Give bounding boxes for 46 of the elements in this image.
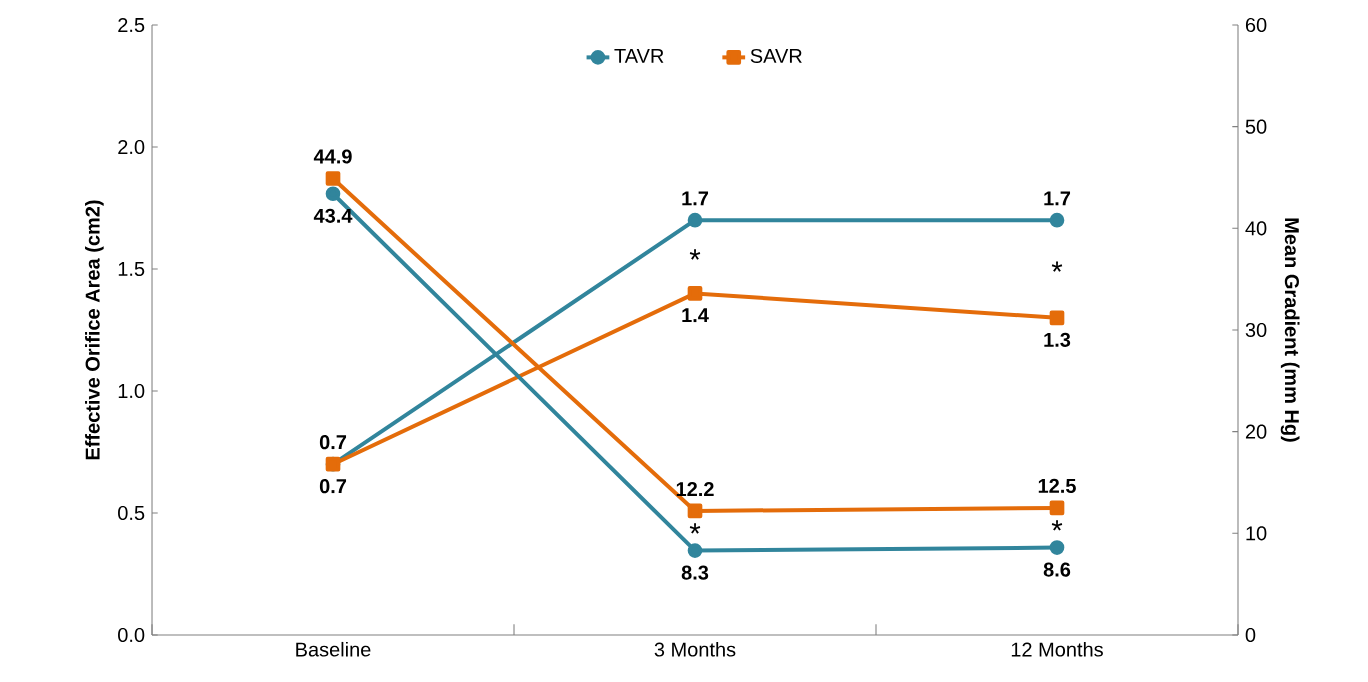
annotation: * [1051, 261, 1063, 272]
data-label: 0.7 [319, 435, 347, 450]
point [325, 186, 341, 202]
point [1049, 500, 1065, 516]
data-label: 1.4 [682, 308, 709, 323]
annotation: * [689, 523, 701, 534]
data-label: 8.3 [681, 565, 709, 580]
point [1049, 212, 1065, 228]
data-label: 12.2 [676, 482, 714, 497]
y-tick-label: 2.5 [118, 17, 145, 33]
data-label: 1.3 [1044, 332, 1071, 347]
x-tick-label: 12 Months [1011, 641, 1103, 657]
y2-tick-label: 40 [1245, 221, 1267, 236]
y2-tick-label: 0 [1245, 627, 1256, 643]
y-axis-title: Effective Orifice Area (cm2) [85, 200, 104, 460]
data-label: 8.6 [1043, 562, 1071, 577]
data-label: 1.7 [682, 191, 709, 206]
point [1049, 310, 1065, 326]
point [1049, 540, 1065, 555]
data-label: 0.7 [319, 479, 347, 494]
x-tick-label: Baseline [296, 641, 371, 657]
data-label: 44.9 [313, 149, 352, 164]
data-label: 12.5 [1038, 478, 1076, 493]
point [687, 503, 703, 519]
annotation: * [689, 249, 701, 260]
y-tick-label: 0.0 [118, 627, 145, 643]
y2-tick-label: 10 [1246, 526, 1267, 541]
point [325, 171, 341, 186]
y2-axis-title: Mean Gradient (mm Hg) [1280, 218, 1300, 442]
x-tick-label: 3 Months [654, 641, 736, 657]
y2-tick-label: 60 [1245, 17, 1267, 33]
y-tick-label: 1.0 [118, 383, 145, 399]
y2-tick-label: 30 [1245, 322, 1267, 338]
point [687, 212, 703, 228]
y-tick-label: 1.5 [118, 262, 145, 276]
point [687, 543, 703, 558]
y-tick-label: 2.0 [118, 139, 145, 155]
legend-label: SAVR [750, 48, 802, 64]
y-tick-label: 0.5 [118, 505, 145, 521]
legend-label: TAVR [614, 49, 664, 63]
data-label: 43.4 [313, 208, 353, 223]
data-label: 1.7 [1044, 191, 1071, 206]
point [687, 286, 703, 301]
annotation: * [1051, 520, 1063, 531]
y2-tick-label: 20 [1245, 424, 1267, 439]
y2-tick-label: 50 [1245, 119, 1267, 134]
